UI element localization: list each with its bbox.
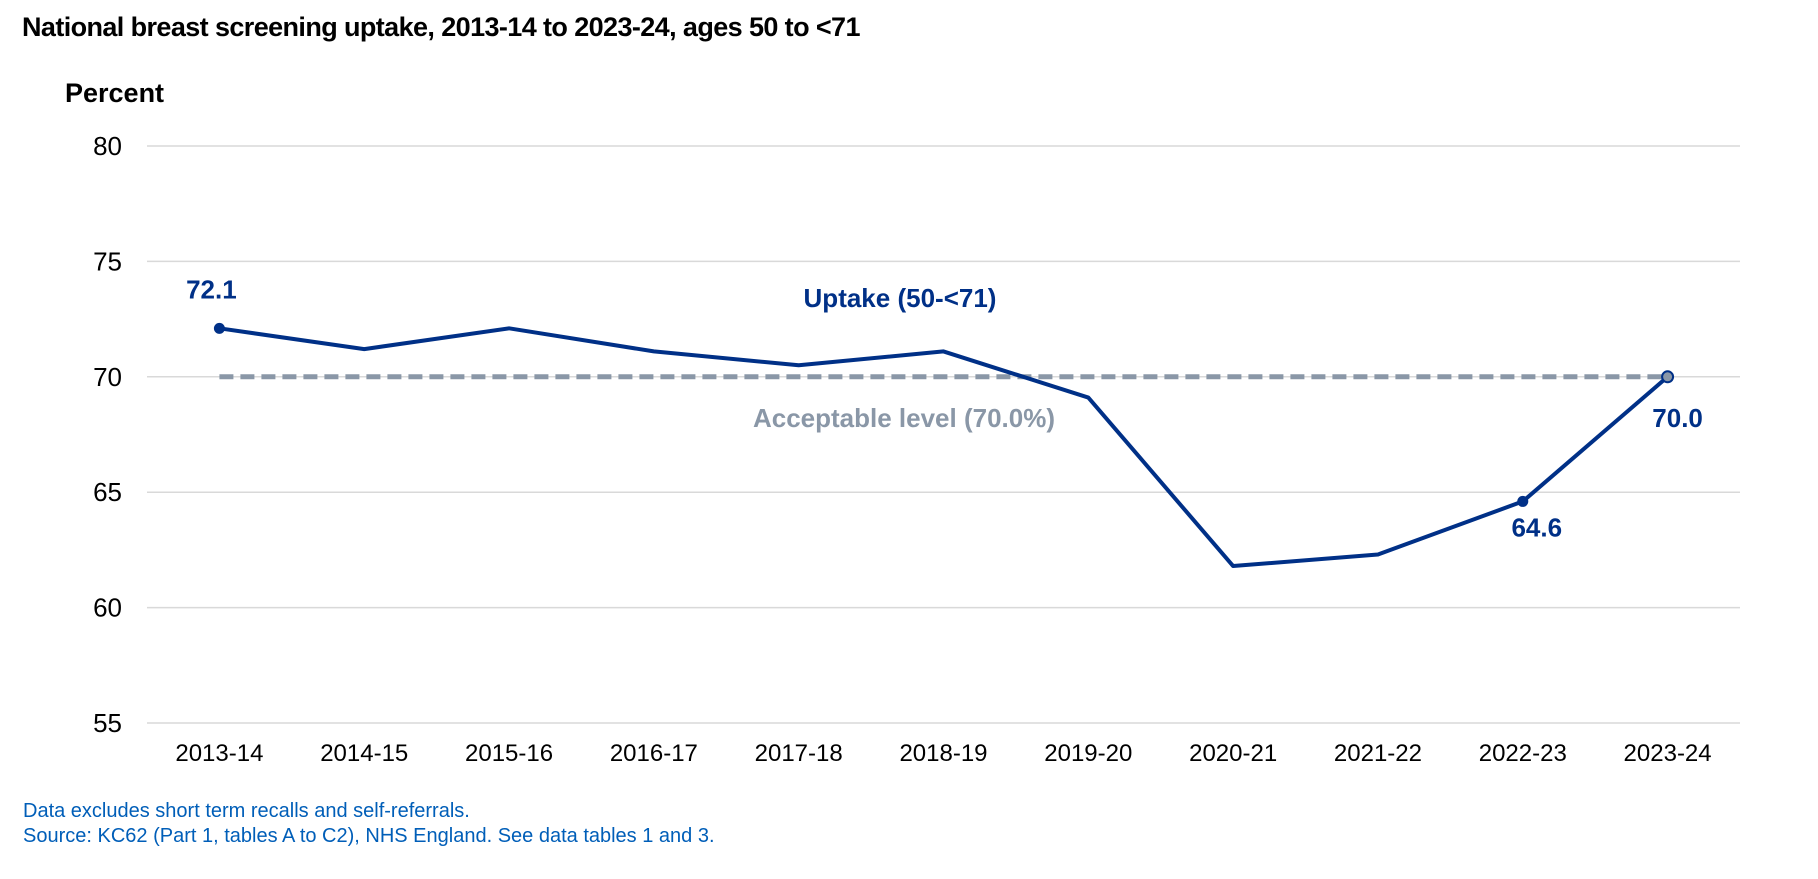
series-name-label: Uptake (50-<71) — [804, 283, 997, 313]
acceptable-level-reference: Acceptable level (70.0%) — [219, 374, 1668, 433]
x-tick-label: 2017-18 — [755, 740, 843, 767]
data-labels: Uptake (50-<71) 72.1 64.6 70.0 — [186, 274, 1703, 542]
y-tick-label: 75 — [93, 246, 122, 276]
reference-line-label: Acceptable level (70.0%) — [753, 403, 1055, 433]
y-tick-label: 80 — [93, 131, 122, 161]
x-tick-label: 2014-15 — [320, 740, 408, 767]
y-tick-label: 60 — [93, 593, 122, 623]
data-point-2023-24 — [1661, 370, 1675, 384]
series-line-uptake — [217, 326, 1670, 569]
gridlines — [147, 145, 1740, 724]
x-tick-label: 2020-21 — [1189, 740, 1277, 767]
data-label-2023-24: 70.0 — [1652, 403, 1703, 433]
series-uptake — [213, 322, 1675, 569]
data-point-2022-23 — [1517, 495, 1529, 507]
y-axis-label: Percent — [65, 78, 164, 108]
x-tick-label: 2016-17 — [610, 740, 698, 767]
x-tick-label: 2013-14 — [175, 740, 263, 767]
x-tick-label: 2022-23 — [1479, 740, 1567, 767]
data-label-2022-23: 64.6 — [1511, 512, 1562, 542]
x-tick-label: 2015-16 — [465, 740, 553, 767]
footnote-source: Source: KC62 (Part 1, tables A to C2), N… — [23, 825, 715, 847]
y-tick-label: 55 — [93, 708, 122, 738]
footnote-exclusions: Data excludes short term recalls and sel… — [23, 800, 470, 822]
x-tick-label: 2018-19 — [899, 740, 987, 767]
chart-title: National breast screening uptake, 2013-1… — [22, 12, 860, 42]
y-tick-label: 70 — [93, 362, 122, 392]
data-label-2013-14: 72.1 — [186, 274, 237, 304]
x-tick-label: 2019-20 — [1044, 740, 1132, 767]
y-axis-ticks: 55 60 65 70 75 80 — [93, 131, 122, 738]
x-axis-ticks: 2013-14 2014-15 2015-16 2016-17 2017-18 2018-… — [175, 740, 1711, 767]
data-point-2013-14 — [213, 322, 225, 334]
y-tick-label: 65 — [93, 477, 122, 507]
x-tick-label: 2021-22 — [1334, 740, 1422, 767]
x-tick-label: 2023-24 — [1624, 740, 1712, 767]
